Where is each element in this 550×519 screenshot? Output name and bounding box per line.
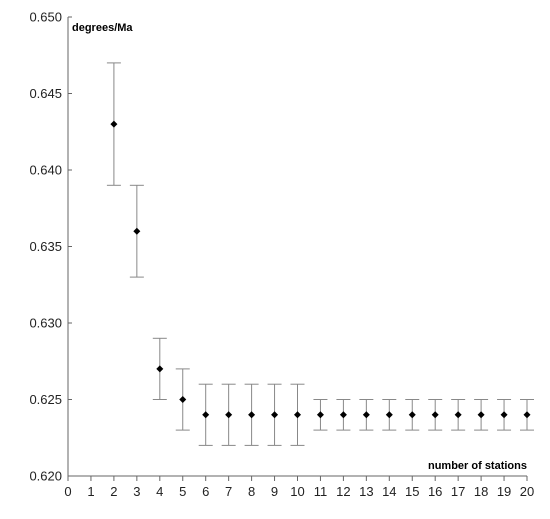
x-tick-label: 4: [156, 484, 163, 499]
x-tick-label: 3: [133, 484, 140, 499]
error-bars: [106, 62, 534, 446]
x-tick-label: 14: [382, 484, 396, 499]
data-point: [248, 411, 256, 419]
data-point: [294, 411, 301, 419]
x-tick-label: 5: [179, 484, 186, 499]
data-point: [339, 411, 347, 419]
data-point: [202, 411, 210, 419]
y-axis-ticks: 0.620 0.625 0.630 0.635 0.640 0.645 0.650: [29, 10, 72, 484]
data-point: [477, 411, 485, 419]
data-point: [110, 120, 118, 128]
x-tick-label: 2: [110, 484, 117, 499]
x-tick-label: 1: [87, 484, 94, 499]
y-tick-label: 0.635: [29, 239, 62, 254]
x-tick-label: 0: [64, 484, 71, 499]
y-tick-label: 0.650: [29, 10, 62, 25]
data-point: [385, 411, 393, 419]
x-tick-label: 18: [474, 484, 488, 499]
x-tick-label: 7: [225, 484, 232, 499]
x-tick-label: 10: [290, 484, 304, 499]
y-tick-label: 0.630: [29, 316, 62, 331]
data-point: [362, 411, 370, 419]
y-tick-label: 0.625: [29, 392, 62, 407]
data-point: [156, 365, 164, 373]
x-axis-ticks: 0 1 2 3 4 5 6 7 8 9 10 11 12 13 14 15 16 17 18 19 20: [64, 476, 534, 499]
x-tick-label: 11: [314, 484, 328, 499]
y-axis-label: degrees/Ma: [72, 22, 133, 34]
x-tick-label: 6: [202, 484, 209, 499]
x-axis-label: number of stations: [428, 460, 527, 472]
data-point: [179, 396, 187, 403]
data-point: [454, 411, 462, 419]
data-point: [316, 411, 324, 419]
data-point: [271, 411, 279, 419]
data-point: [500, 411, 508, 419]
x-tick-label: 20: [520, 484, 534, 499]
x-tick-label: 13: [359, 484, 373, 499]
x-tick-label: 9: [271, 484, 278, 499]
x-tick-label: 15: [405, 484, 419, 499]
x-tick-label: 16: [428, 484, 442, 499]
x-tick-label: 8: [248, 484, 255, 499]
data-point: [408, 411, 416, 419]
x-tick-label: 17: [451, 484, 465, 499]
y-tick-label: 0.620: [29, 469, 62, 484]
y-tick-label: 0.645: [29, 86, 62, 101]
x-tick-label: 19: [497, 484, 511, 499]
x-tick-label: 12: [336, 484, 350, 499]
data-point: [225, 411, 233, 419]
data-point: [133, 227, 141, 235]
data-point: [431, 411, 439, 419]
y-tick-label: 0.640: [29, 163, 62, 178]
data-points: [110, 120, 531, 419]
data-point: [523, 411, 531, 419]
